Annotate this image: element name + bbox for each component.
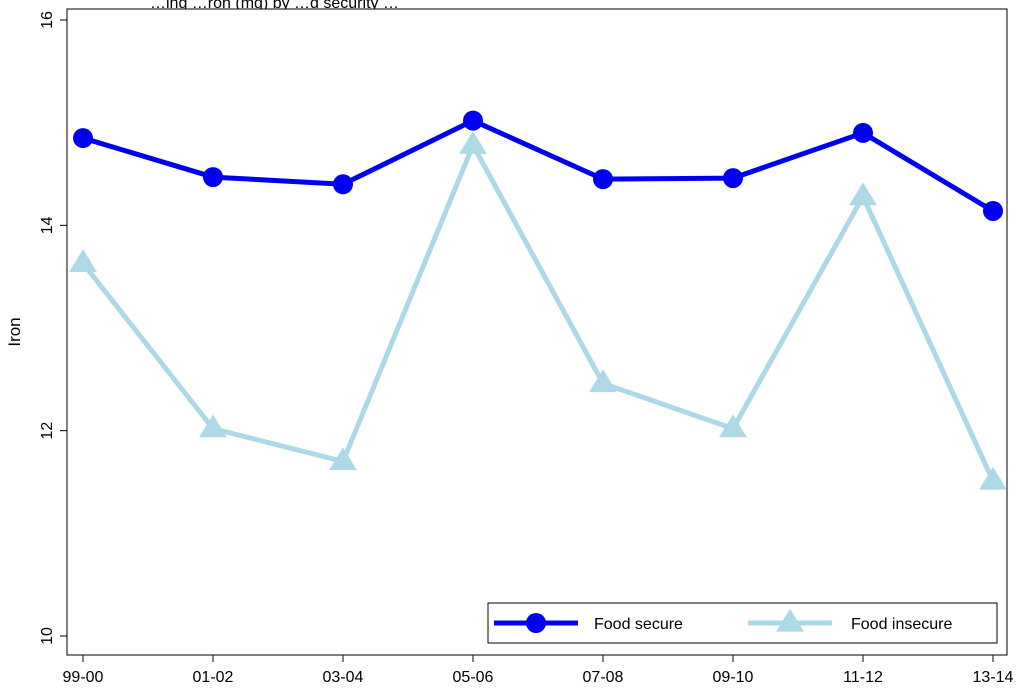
data-point	[203, 167, 223, 188]
data-point	[853, 122, 873, 143]
data-point	[719, 414, 747, 438]
data-point	[593, 169, 613, 190]
x-tick-label: 05-06	[453, 669, 494, 686]
series-food-insecure	[69, 131, 1007, 490]
legend-marker	[526, 613, 546, 633]
y-tick-label: 10	[39, 627, 56, 645]
series-layer	[69, 110, 1007, 490]
data-point	[459, 131, 487, 154]
legend-marker	[776, 608, 804, 632]
y-axis: 10 12 14 16	[39, 11, 67, 645]
y-axis-label: Iron	[5, 317, 24, 346]
data-point	[463, 110, 483, 131]
series-line	[82, 118, 995, 214]
data-point	[73, 128, 93, 149]
x-tick-label: 01-02	[193, 669, 234, 686]
legend-label: Food insecure	[851, 616, 952, 633]
x-tick-label: 11-12	[843, 669, 883, 686]
data-point	[69, 249, 97, 272]
x-tick-label: 99-00	[63, 669, 104, 686]
data-point	[849, 182, 877, 206]
data-point	[199, 414, 227, 438]
x-tick-label: 07-08	[583, 669, 624, 686]
data-point	[329, 447, 357, 471]
x-tick-label: 03-04	[323, 669, 364, 686]
x-tick-label: 13-14	[973, 669, 1014, 686]
plot-area	[66, 8, 1008, 656]
legend-item: Food secure	[494, 613, 683, 633]
x-axis: 99-00 01-02 03-04 05-06 07-08 09-10 11-12 13-14	[63, 655, 1014, 686]
legend-label: Food secure	[594, 616, 683, 633]
data-point	[723, 168, 743, 189]
legend-item: Food insecure	[748, 608, 952, 633]
series-food-secure	[73, 110, 1003, 221]
data-point	[333, 174, 353, 195]
series-line	[81, 142, 996, 483]
data-point	[983, 200, 1003, 221]
y-tick-label: 12	[39, 422, 56, 440]
data-point	[589, 369, 617, 393]
data-point	[979, 466, 1007, 490]
x-tick-label: 09-10	[713, 669, 754, 686]
y-tick-label: 14	[39, 216, 56, 234]
y-tick-label: 16	[39, 11, 56, 29]
legend: Food secure Food insecure	[487, 602, 998, 644]
